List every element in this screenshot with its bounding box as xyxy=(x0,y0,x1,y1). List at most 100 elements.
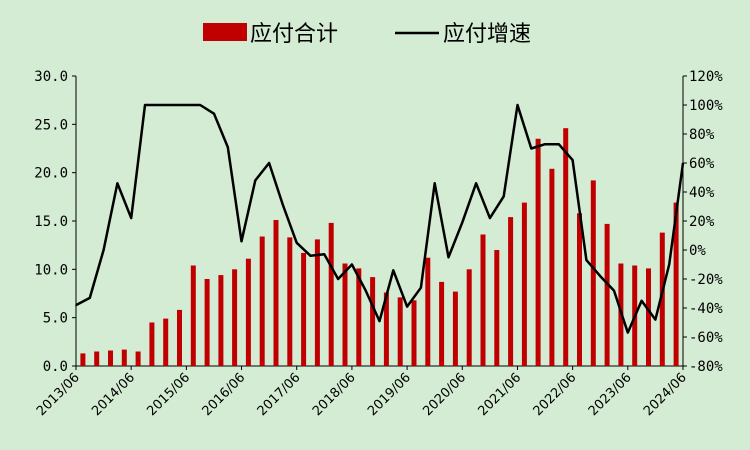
line-point xyxy=(130,217,132,219)
bar xyxy=(673,202,679,366)
line-point xyxy=(447,256,450,259)
line-point xyxy=(282,204,284,206)
bar xyxy=(94,351,100,366)
line-point xyxy=(530,147,533,150)
x-tick-label: 2023/06 xyxy=(586,370,635,419)
line-point xyxy=(516,104,519,106)
left-tick-label: 25.0 xyxy=(34,117,68,133)
bar xyxy=(328,222,334,366)
bar xyxy=(397,297,403,366)
bar xyxy=(259,236,265,366)
bar xyxy=(356,268,362,366)
x-tick-label: 2018/06 xyxy=(310,370,359,419)
x-tick-label: 2024/06 xyxy=(641,370,690,419)
bar xyxy=(549,168,555,366)
bar xyxy=(370,277,376,366)
x-tick-label: 2021/06 xyxy=(475,370,524,419)
right-tick-label: 60% xyxy=(689,156,715,172)
right-tick-label: -20% xyxy=(689,272,723,288)
legend-bar-swatch xyxy=(203,23,247,41)
line-point xyxy=(364,289,367,292)
line-point xyxy=(599,275,601,277)
line-point xyxy=(171,104,174,106)
line-point xyxy=(558,143,560,145)
line-point xyxy=(420,286,422,289)
line-point xyxy=(144,104,146,106)
bar xyxy=(411,300,417,366)
line-point xyxy=(489,217,491,219)
right-tick-label: -60% xyxy=(689,330,723,346)
x-tick-label: 2014/06 xyxy=(89,370,138,419)
bar xyxy=(314,239,320,366)
bar xyxy=(480,234,486,366)
x-tick-label: 2016/06 xyxy=(200,370,249,419)
line-point xyxy=(75,304,77,306)
line-point xyxy=(585,259,588,261)
x-tick-label: 2019/06 xyxy=(365,370,414,419)
right-tick-label: 0% xyxy=(689,243,706,259)
left-tick-label: 0.0 xyxy=(43,359,68,375)
line-point xyxy=(323,253,326,256)
bar xyxy=(535,138,541,366)
x-tick-label: 2015/06 xyxy=(144,370,193,419)
bar xyxy=(287,237,293,366)
bar xyxy=(80,353,86,366)
line-point xyxy=(378,320,381,322)
bar xyxy=(190,265,196,366)
line-point xyxy=(571,159,574,161)
bar xyxy=(521,202,527,366)
line-point xyxy=(351,263,353,266)
line-series xyxy=(75,103,685,334)
bar xyxy=(218,275,224,366)
x-tick-label: 2013/06 xyxy=(34,370,83,419)
line-point xyxy=(337,278,339,280)
bar xyxy=(577,213,582,366)
left-tick-label: 20.0 xyxy=(34,166,68,182)
left-tick-label: 10.0 xyxy=(34,262,68,278)
right-tick-label: 40% xyxy=(689,185,715,201)
bar xyxy=(659,232,665,366)
line-point xyxy=(254,179,257,182)
bar xyxy=(149,322,155,366)
line-point xyxy=(227,146,229,148)
line-point xyxy=(433,182,436,185)
line-point xyxy=(668,263,670,266)
bar xyxy=(439,281,445,366)
line-point xyxy=(102,249,105,251)
line-point xyxy=(475,182,477,185)
line-point xyxy=(213,112,215,115)
right-tick-label: 20% xyxy=(689,214,715,230)
bar xyxy=(604,223,610,366)
line-point xyxy=(406,305,408,308)
bar xyxy=(452,291,458,366)
bar xyxy=(466,269,472,366)
line-point xyxy=(199,104,201,106)
bar xyxy=(646,268,651,366)
line-point xyxy=(640,300,643,302)
bar xyxy=(494,250,500,366)
left-tick-label: 5.0 xyxy=(43,311,68,327)
bar xyxy=(508,217,514,366)
right-tick-label: -40% xyxy=(689,301,723,317)
line-point xyxy=(185,104,188,106)
bar xyxy=(273,220,279,366)
line-point xyxy=(295,242,298,244)
line-point xyxy=(544,143,546,145)
line-point xyxy=(461,221,464,224)
line-point xyxy=(654,318,657,321)
bar xyxy=(563,128,569,366)
left-tick-label: 30.0 xyxy=(34,69,68,85)
bar xyxy=(301,252,307,366)
tick-labels: 0.0 5.0 10.0 15.0 20.0 25.0 30.0 -80% -60% -40% -2… xyxy=(34,69,723,419)
x-tick-label: 2017/06 xyxy=(255,370,304,419)
line-point xyxy=(627,331,629,334)
x-tick-label: 2022/06 xyxy=(531,370,580,419)
bar xyxy=(121,349,127,366)
bar xyxy=(108,350,113,366)
bar xyxy=(590,180,596,366)
line-point xyxy=(116,182,119,185)
right-tick-label: 100% xyxy=(689,98,723,114)
bar xyxy=(177,309,182,366)
line-point xyxy=(392,269,395,272)
